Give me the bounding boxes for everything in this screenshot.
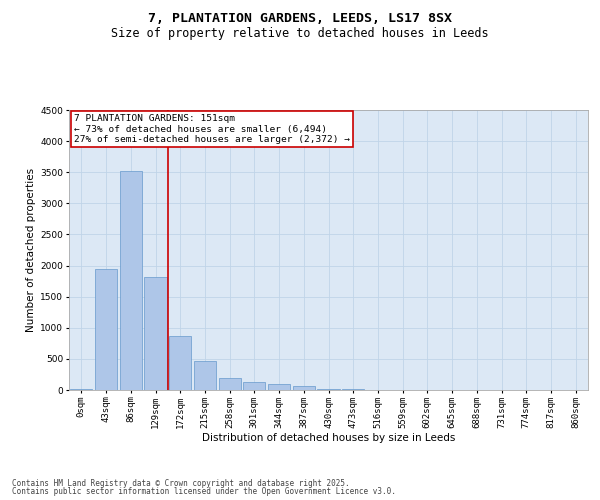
Text: Contains public sector information licensed under the Open Government Licence v3: Contains public sector information licen…: [12, 487, 396, 496]
Text: Size of property relative to detached houses in Leeds: Size of property relative to detached ho…: [111, 28, 489, 40]
Bar: [119, 171, 142, 390]
Bar: [169, 336, 191, 390]
Bar: [218, 378, 241, 390]
Bar: [243, 382, 265, 390]
Text: Contains HM Land Registry data © Crown copyright and database right 2025.: Contains HM Land Registry data © Crown c…: [12, 478, 350, 488]
Bar: [95, 268, 117, 390]
Bar: [317, 389, 340, 390]
Bar: [145, 277, 167, 390]
Text: 7 PLANTATION GARDENS: 151sqm
← 73% of detached houses are smaller (6,494)
27% of: 7 PLANTATION GARDENS: 151sqm ← 73% of de…: [74, 114, 350, 144]
Y-axis label: Number of detached properties: Number of detached properties: [26, 168, 36, 332]
X-axis label: Distribution of detached houses by size in Leeds: Distribution of detached houses by size …: [202, 434, 455, 444]
Bar: [293, 386, 315, 390]
Text: 7, PLANTATION GARDENS, LEEDS, LS17 8SX: 7, PLANTATION GARDENS, LEEDS, LS17 8SX: [148, 12, 452, 26]
Bar: [194, 362, 216, 390]
Bar: [268, 384, 290, 390]
